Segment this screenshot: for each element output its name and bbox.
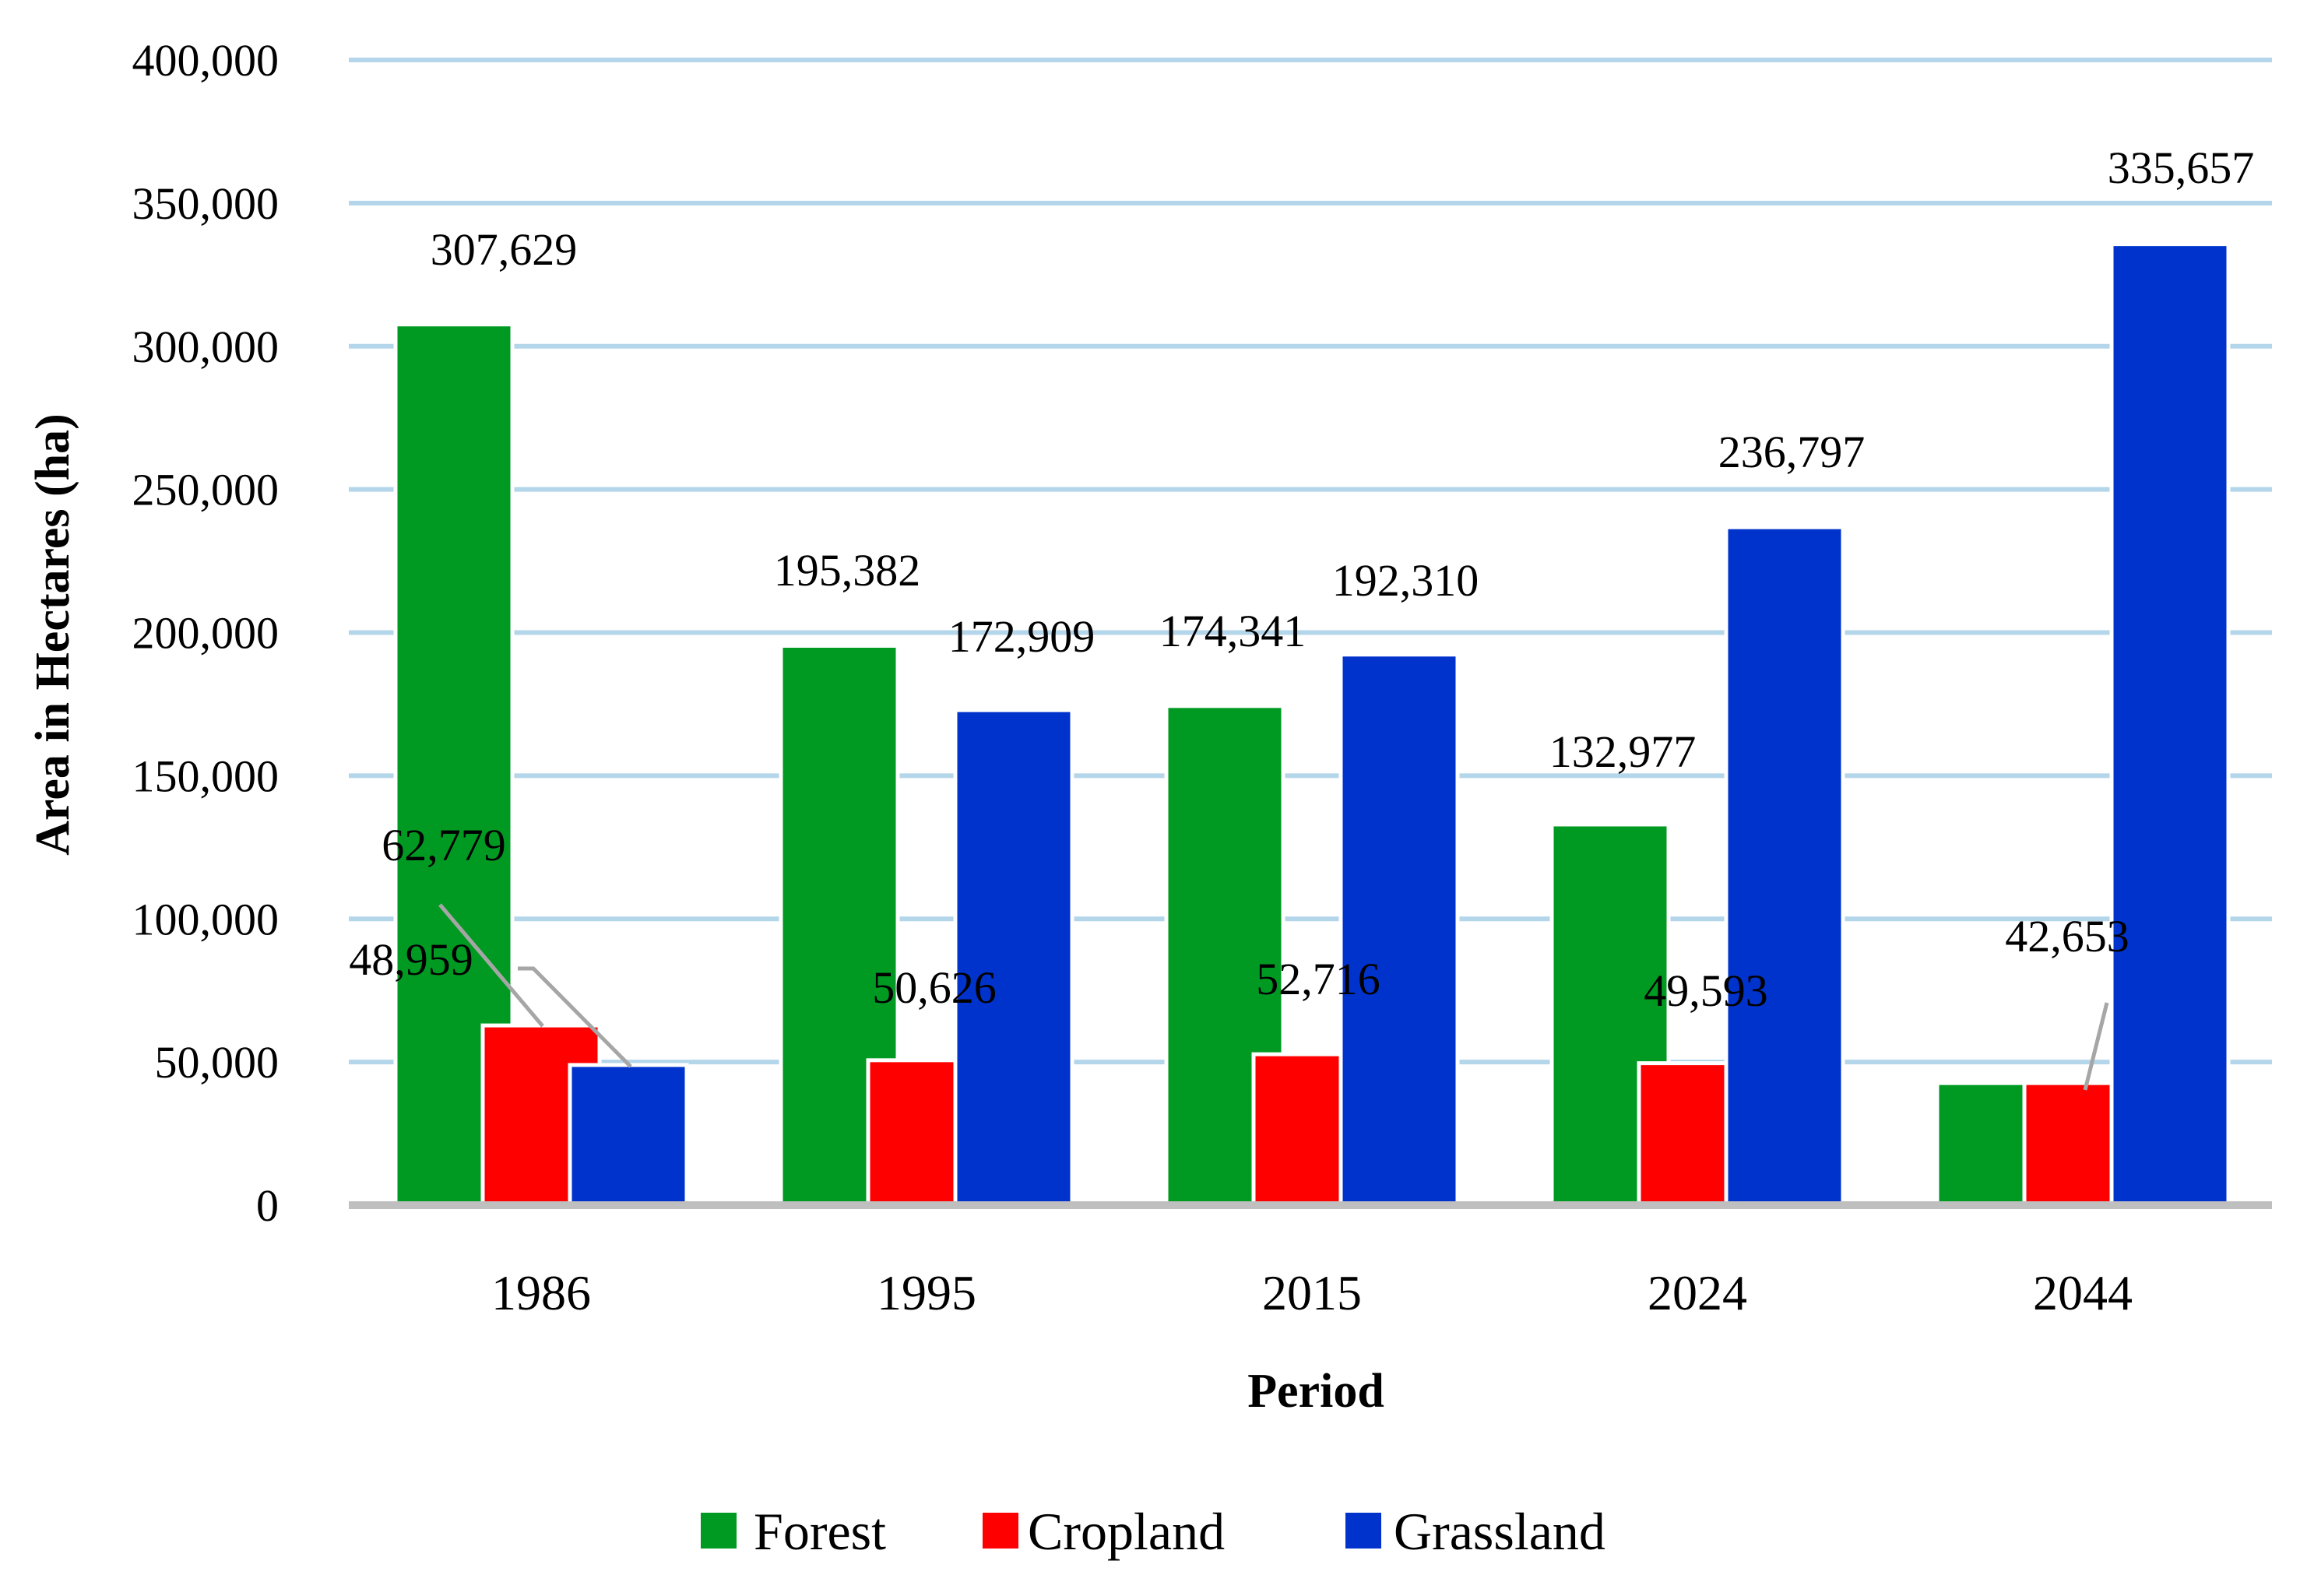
leader-line (518, 966, 632, 1068)
y-axis-title: Area in Hectares (ha) (26, 413, 79, 856)
data-label-cropland-2024: 49,593 (1644, 965, 1768, 1016)
legend-swatch (1345, 1513, 1381, 1549)
data-label-grassland-2044: 335,657 (2108, 142, 2255, 193)
bar-grassland-2044 (2109, 242, 2231, 1208)
y-axis-tick-labels: 0 50,000 100,000 150,000 200,000 250,000 300,0… (132, 35, 280, 1231)
data-label-cropland-1995: 50,626 (872, 962, 997, 1013)
y-tick-label: 350,000 (132, 178, 280, 229)
bar-grassland-2015 (1338, 652, 1460, 1208)
data-labels: 307,629 195,382 174,341 132,977 62,779 50,626… (349, 142, 2254, 1016)
y-tick-label: 200,000 (132, 608, 280, 659)
data-label-grassland-1986: 48,959 (349, 934, 473, 985)
legend-swatch (983, 1513, 1018, 1549)
bar-grassland-1995 (953, 708, 1074, 1208)
data-label-forest-1995: 195,382 (774, 545, 921, 596)
x-axis-tick-labels: 1986 1995 2015 2024 2044 (491, 1265, 2133, 1320)
y-tick-label: 250,000 (132, 465, 280, 515)
data-label-leader-lines (438, 903, 2109, 1091)
x-tick-label: 2044 (2033, 1265, 2133, 1320)
leader-line (438, 903, 544, 1028)
x-tick-label: 1995 (877, 1265, 976, 1320)
y-tick-label: 150,000 (132, 751, 280, 801)
legend-swatch (701, 1513, 737, 1549)
legend-label: Grassland (1394, 1502, 1605, 1561)
leader-line (2083, 1002, 2109, 1091)
x-tick-label: 2015 (1262, 1265, 1362, 1320)
data-label-forest-2024: 132,977 (1549, 726, 1697, 777)
legend: Forest Cropland Grassland (701, 1502, 1605, 1561)
bar-grassland-1986 (568, 1063, 689, 1208)
data-label-grassland-1995: 172,909 (948, 611, 1095, 662)
y-tick-label: 50,000 (155, 1037, 280, 1088)
legend-label: Forest (754, 1502, 886, 1561)
x-tick-label: 2024 (1648, 1265, 1747, 1320)
legend-item-grassland: Grassland (1345, 1502, 1605, 1561)
data-label-cropland-1986: 62,779 (382, 820, 506, 870)
y-tick-label: 0 (256, 1180, 279, 1231)
legend-item-cropland: Cropland (983, 1502, 1225, 1561)
y-tick-label: 300,000 (132, 322, 280, 372)
data-label-cropland-2044: 42,653 (2005, 911, 2129, 961)
data-label-forest-1986: 307,629 (431, 224, 578, 275)
data-label-forest-2015: 174,341 (1159, 606, 1306, 656)
bars (393, 242, 2231, 1208)
y-tick-label: 400,000 (132, 35, 280, 86)
legend-item-forest: Forest (701, 1502, 886, 1561)
gridlines (349, 58, 2272, 1065)
y-tick-label: 100,000 (132, 894, 280, 944)
x-axis-title: Period (1247, 1365, 1384, 1418)
data-label-grassland-2015: 192,310 (1332, 555, 1479, 606)
bar-grassland-2024 (1724, 525, 1845, 1208)
data-label-cropland-2015: 52,716 (1256, 954, 1380, 1004)
data-label-grassland-2024: 236,797 (1718, 427, 1866, 477)
x-tick-label: 1986 (491, 1265, 591, 1320)
legend-label: Cropland (1028, 1502, 1225, 1561)
